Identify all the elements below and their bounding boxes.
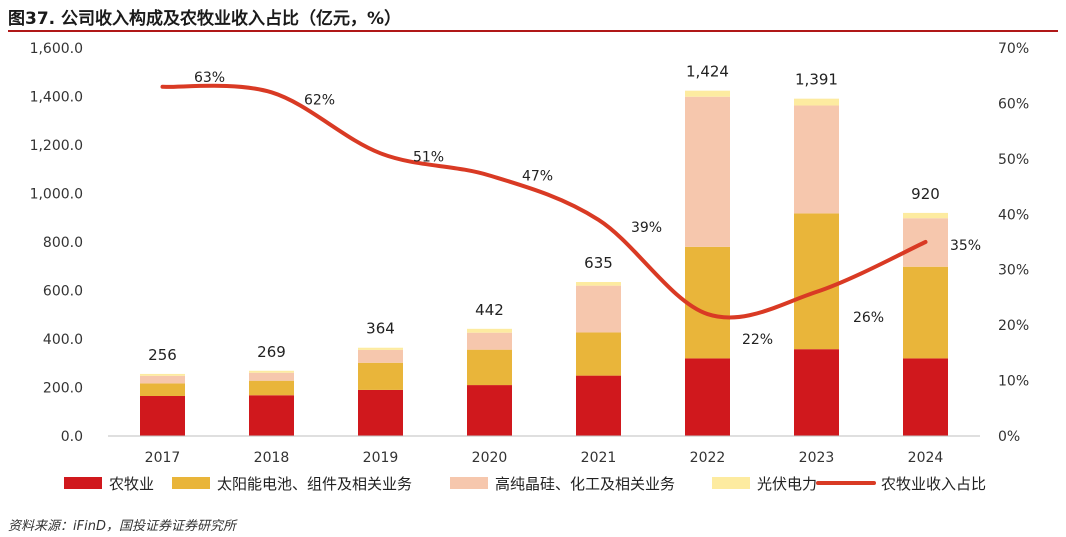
bar-segment (794, 213, 839, 350)
y-right-tick-label: 40% (998, 207, 1029, 223)
bar-segment (249, 370, 294, 373)
x-tick-label: 2017 (145, 450, 181, 466)
bar-segment (685, 358, 730, 436)
y-left-tick-label: 600.0 (43, 284, 83, 300)
ratio-line (160, 83, 928, 320)
bar-total-label: 364 (366, 320, 395, 338)
bar-segment (467, 328, 512, 333)
bar-segment (140, 373, 185, 376)
bar-segment (140, 383, 185, 396)
bar-segment (794, 98, 839, 106)
ratio-label: 39% (631, 220, 662, 236)
bar-segment (467, 349, 512, 386)
bar-segment (140, 375, 185, 384)
bar-total-label: 1,424 (686, 63, 729, 81)
ratio-label: 26% (853, 310, 884, 326)
bar-total-label: 442 (475, 301, 504, 319)
bar-segment (467, 332, 512, 350)
source-note: 资料来源：iFinD，国投证券证券研究所 (8, 519, 236, 534)
y-right-tick-label: 70% (998, 41, 1029, 57)
bar-segment (576, 375, 621, 436)
y-left-tick-label: 400.0 (43, 332, 83, 348)
y-right-tick-label: 20% (998, 318, 1029, 334)
bar-segment (576, 282, 621, 286)
y-left-tick-label: 1,600.0 (30, 41, 83, 57)
ratio-label: 47% (522, 168, 553, 184)
bar-segment (576, 285, 621, 333)
ratio-label: 63% (194, 70, 225, 86)
bar-segment (794, 349, 839, 436)
legend-swatch (64, 477, 102, 489)
legend-label: 高纯晶硅、化工及相关业务 (495, 475, 675, 493)
x-tick-label: 2018 (254, 450, 290, 466)
legend-swatch (450, 477, 488, 489)
bar-segment (685, 246, 730, 359)
bar-segment (576, 332, 621, 376)
x-tick-label: 2022 (690, 450, 726, 466)
y-left-tick-label: 1,200.0 (30, 138, 83, 154)
legend-label: 农牧业收入占比 (881, 475, 986, 493)
y-right-tick-label: 50% (998, 152, 1029, 168)
bar-total-label: 256 (148, 346, 177, 364)
bar-segment (249, 395, 294, 436)
legend-swatch (712, 477, 750, 489)
bar-segment (903, 266, 948, 359)
bar-segment (685, 96, 730, 247)
bar-segment (140, 395, 185, 436)
y-left-tick-label: 0.0 (61, 429, 83, 445)
ratio-label: 62% (304, 92, 335, 108)
y-right-tick-label: 10% (998, 374, 1029, 390)
y-left-tick-label: 200.0 (43, 381, 83, 397)
x-tick-label: 2023 (799, 450, 835, 466)
bar-total-label: 920 (911, 185, 940, 203)
bar-total-label: 269 (257, 343, 286, 361)
bar-segment (903, 358, 948, 436)
y-left-tick-label: 800.0 (43, 235, 83, 251)
bar-segment (358, 349, 403, 363)
bar-segment (358, 347, 403, 350)
legend-label: 农牧业 (109, 475, 154, 493)
bar-segment (249, 380, 294, 396)
y-left-tick-label: 1,400.0 (30, 90, 83, 106)
y-right-tick-label: 30% (998, 263, 1029, 279)
x-tick-label: 2021 (581, 450, 617, 466)
y-right-tick-label: 0% (998, 429, 1020, 445)
bar-segment (903, 212, 948, 219)
bar-segment (685, 90, 730, 97)
title-rule (8, 30, 1058, 32)
ratio-label: 51% (413, 149, 444, 165)
bar-total-label: 635 (584, 254, 613, 272)
bar-segment (358, 362, 403, 390)
bar-segment (249, 372, 294, 381)
bar-total-label: 1,391 (795, 71, 838, 89)
x-tick-label: 2019 (363, 450, 399, 466)
y-right-tick-label: 60% (998, 96, 1029, 112)
bar-segment (358, 389, 403, 436)
ratio-label: 35% (950, 238, 981, 254)
legend-swatch (172, 477, 210, 489)
bar-segment (794, 105, 839, 214)
bar-segment (467, 385, 512, 436)
x-tick-label: 2024 (908, 450, 944, 466)
x-tick-label: 2020 (472, 450, 508, 466)
legend-label: 太阳能电池、组件及相关业务 (217, 475, 412, 493)
y-left-tick-label: 1,000.0 (30, 187, 83, 203)
ratio-label: 22% (742, 332, 773, 348)
legend-label: 光伏电力 (757, 475, 817, 493)
figure-title: 图37. 公司收入构成及农牧业收入占比（亿元，%） (8, 9, 402, 29)
